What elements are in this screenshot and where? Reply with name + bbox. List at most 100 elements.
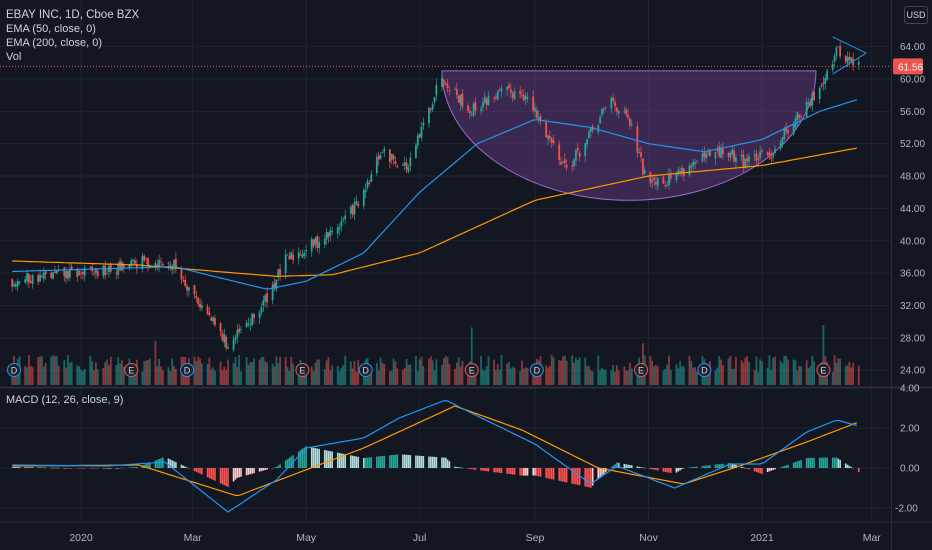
volume-bar: [93, 370, 95, 385]
candle-body: [197, 297, 200, 305]
price-tick-label: 48.00: [900, 172, 925, 183]
macd-hist-bar: [390, 455, 393, 468]
volume-bar: [625, 370, 628, 385]
currency-button[interactable]: USD: [904, 6, 928, 24]
candle-body: [351, 205, 354, 215]
candle-body: [96, 270, 99, 276]
volume-bar: [524, 367, 527, 385]
macd-hist-bar: [416, 455, 419, 468]
volume-bar: [245, 357, 248, 385]
volume-bar: [454, 368, 456, 385]
candle-body: [563, 159, 566, 164]
macd-hist-bar: [405, 454, 408, 468]
candle-body: [65, 271, 68, 279]
price-tick-label: 40.00: [900, 236, 925, 247]
candle-body: [638, 152, 641, 154]
volume-bar: [212, 367, 215, 385]
macd-hist-bar: [839, 459, 841, 468]
volume-bar: [774, 356, 776, 385]
candle-body: [459, 94, 462, 105]
macd-hist-bar: [303, 447, 306, 468]
candle-body: [623, 110, 626, 112]
macd-hist-bar: [402, 454, 404, 468]
volume-bar: [547, 367, 549, 385]
volume-bar: [444, 356, 447, 385]
volume-bar: [314, 362, 317, 385]
volume-bar: [707, 366, 709, 385]
macd-hist-bar: [636, 466, 639, 468]
candle-body: [119, 261, 121, 270]
candle-body: [208, 312, 211, 316]
macd-hist-bar: [536, 468, 538, 476]
macd-hist-bar: [524, 468, 527, 476]
macd-hist-bar: [336, 452, 339, 468]
volume-legend[interactable]: Vol: [6, 51, 22, 63]
candle-body: [522, 95, 525, 101]
macd-hist-bar: [757, 468, 760, 473]
ema50-legend[interactable]: EMA (50, close, 0): [6, 23, 96, 35]
candle-body: [677, 169, 680, 175]
macd-hist-bar: [794, 462, 797, 468]
volume-bar: [407, 364, 410, 385]
ema200-legend[interactable]: EMA (200, close, 0): [6, 37, 102, 49]
volume-bar: [759, 359, 762, 385]
macd-hist-bar: [310, 447, 313, 468]
macd-hist-bar: [759, 468, 761, 474]
volume-bar: [422, 366, 425, 385]
macd-hist-bar: [495, 468, 497, 473]
volume-bar: [457, 357, 460, 385]
macd-hist-bar: [761, 468, 763, 474]
volume-bar: [589, 370, 592, 385]
candle-body: [67, 270, 69, 279]
macd-legend[interactable]: MACD (12, 26, close, 9): [6, 393, 123, 407]
volume-bar: [779, 360, 782, 385]
volume-bar: [383, 363, 386, 385]
macd-hist-bar: [147, 463, 149, 468]
volume-bar: [668, 355, 670, 385]
candle-body: [653, 177, 655, 180]
volume-bar: [844, 365, 847, 385]
macd-hist-bar: [65, 467, 67, 469]
macd-hist-bar: [212, 468, 214, 480]
volume-bar: [143, 361, 146, 385]
volume-bar: [562, 356, 564, 385]
volume-bar: [158, 358, 161, 385]
candle-body: [16, 280, 19, 287]
macd-hist-bar: [456, 466, 458, 468]
macd-hist-bar: [643, 467, 646, 469]
volume-bar: [748, 361, 750, 385]
macd-hist-bar: [134, 467, 136, 468]
macd-hist-bar: [603, 468, 605, 474]
candle-body: [731, 149, 734, 155]
macd-hist-bar: [584, 468, 587, 487]
macd-hist-bar: [314, 448, 317, 468]
macd-hist-bar: [154, 460, 157, 468]
volume-bar: [357, 360, 360, 385]
macd-hist-bar: [811, 457, 814, 468]
candle-body: [455, 89, 458, 95]
volume-bar: [415, 356, 417, 385]
macd-hist-bar: [601, 468, 603, 476]
earnings-marker-label: E: [469, 366, 475, 376]
macd-hist-bar: [266, 468, 268, 470]
volume-bar: [690, 360, 693, 385]
macd-hist-bar: [377, 456, 380, 468]
macd-hist-bar: [376, 456, 378, 468]
macd-hist-bar: [809, 457, 812, 468]
volume-bar: [264, 361, 267, 385]
volume-bar: [576, 360, 579, 385]
macd-hist-bar: [616, 462, 618, 468]
candle-body: [482, 102, 484, 108]
macd-hist-bar: [692, 467, 694, 468]
candle-body: [602, 108, 605, 111]
candle-body: [42, 272, 45, 279]
volume-bar: [604, 369, 607, 385]
volume-bar: [602, 369, 605, 385]
candle-body: [31, 274, 34, 284]
volume-bar: [729, 355, 732, 385]
volume-bar: [63, 360, 66, 385]
volume-bar: [548, 365, 551, 385]
volume-bar: [846, 365, 849, 385]
volume-bar: [318, 359, 321, 385]
